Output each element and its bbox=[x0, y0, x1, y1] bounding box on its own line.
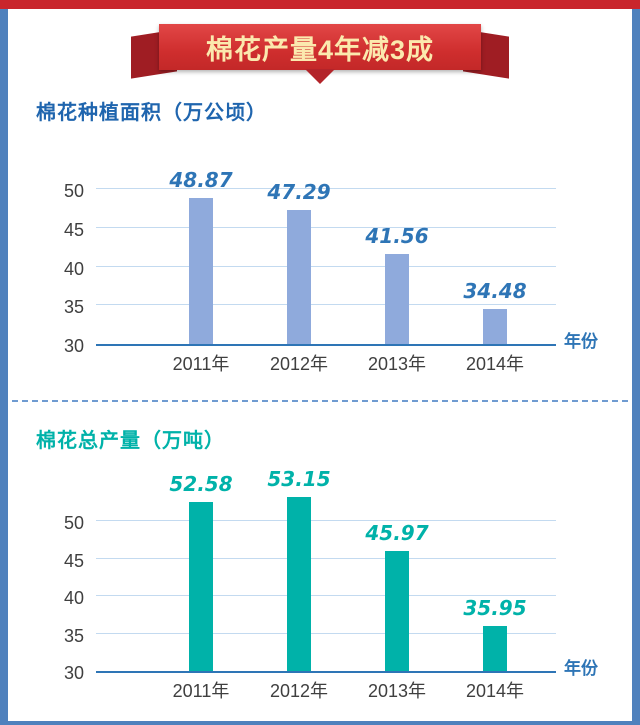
y-tick-label: 45 bbox=[63, 550, 84, 571]
gridline bbox=[96, 557, 556, 559]
x-tick-label: 2012年 bbox=[269, 354, 329, 374]
gridline bbox=[96, 520, 556, 521]
gridline bbox=[96, 226, 556, 228]
bar bbox=[483, 309, 507, 344]
y-tick-label: 35 bbox=[63, 297, 84, 318]
x-tick-label: 2013年 bbox=[367, 354, 427, 374]
chart-total-output: 棉花总产量（万吨） 年份 52.58 53.15 45.97 35.95 30 35 40 4… bbox=[36, 424, 620, 703]
bar-value-label: 45.97 bbox=[365, 521, 429, 546]
chart-title: 棉花总产量（万吨） bbox=[36, 430, 225, 452]
right-blue-strip bbox=[632, 0, 640, 725]
title-ribbon: 棉花产量4年减3成 bbox=[131, 24, 509, 84]
gridline bbox=[96, 188, 556, 189]
y-tick-label: 30 bbox=[63, 663, 84, 683]
gridline bbox=[96, 265, 556, 267]
x-tick-label: 2014年 bbox=[465, 354, 525, 374]
y-tick-label: 30 bbox=[63, 336, 84, 356]
chart-plot-area: 年份 52.58 53.15 45.97 35.95 30 35 40 45 50 2011年 20… bbox=[36, 459, 620, 703]
x-tick-label: 2012年 bbox=[269, 681, 329, 701]
x-tick-label: 2014年 bbox=[465, 681, 525, 701]
x-axis-label: 年份 bbox=[564, 659, 598, 678]
bar-value-label: 47.29 bbox=[267, 180, 331, 205]
plot: 48.87 47.29 41.56 34.48 bbox=[96, 168, 556, 346]
dashed-divider bbox=[12, 400, 628, 402]
y-tick-label: 40 bbox=[63, 258, 84, 279]
bar bbox=[483, 626, 507, 671]
gridline bbox=[96, 304, 556, 306]
chart-title: 棉花种植面积（万公顷） bbox=[36, 102, 267, 124]
gridline bbox=[96, 595, 556, 596]
x-axis-label: 年份 bbox=[564, 332, 598, 351]
bar-value-label: 41.56 bbox=[365, 224, 429, 249]
bar bbox=[287, 497, 311, 671]
plot: 52.58 53.15 45.97 35.95 bbox=[96, 467, 556, 673]
y-tick-label: 45 bbox=[63, 219, 84, 240]
y-tick-label: 50 bbox=[63, 181, 84, 201]
banner-title: 棉花产量4年减3成 bbox=[205, 34, 435, 65]
ribbon-banner: 棉花产量4年减3成 bbox=[159, 24, 481, 70]
x-tick-label: 2011年 bbox=[172, 354, 230, 374]
x-tick-label: 2013年 bbox=[367, 681, 427, 701]
bar bbox=[189, 197, 213, 344]
bar bbox=[385, 254, 409, 344]
gridline bbox=[96, 632, 556, 634]
bar-value-label: 48.87 bbox=[169, 167, 233, 192]
bar-value-label: 35.95 bbox=[463, 596, 527, 621]
left-blue-strip bbox=[0, 0, 8, 725]
bar-value-label: 34.48 bbox=[463, 279, 527, 304]
ribbon-notch bbox=[305, 69, 335, 84]
bar-value-label: 53.15 bbox=[267, 467, 331, 492]
bar bbox=[287, 210, 311, 344]
y-tick-label: 35 bbox=[63, 625, 84, 646]
bottom-blue-strip bbox=[0, 721, 640, 725]
bar bbox=[189, 501, 213, 671]
bar bbox=[385, 551, 409, 671]
y-tick-label: 40 bbox=[63, 588, 84, 608]
y-tick-label: 50 bbox=[63, 513, 84, 533]
top-red-strip bbox=[0, 0, 640, 9]
bar-value-label: 52.58 bbox=[169, 471, 233, 496]
chart-plot-area: 年份 48.87 47.29 41.56 34.48 30 35 40 45 50 2011年 20… bbox=[36, 131, 620, 376]
chart-planting-area: 棉花种植面积（万公顷） 年份 48.87 47.29 41.56 34.48 30 35 4… bbox=[36, 96, 620, 376]
x-tick-label: 2011年 bbox=[172, 681, 230, 701]
